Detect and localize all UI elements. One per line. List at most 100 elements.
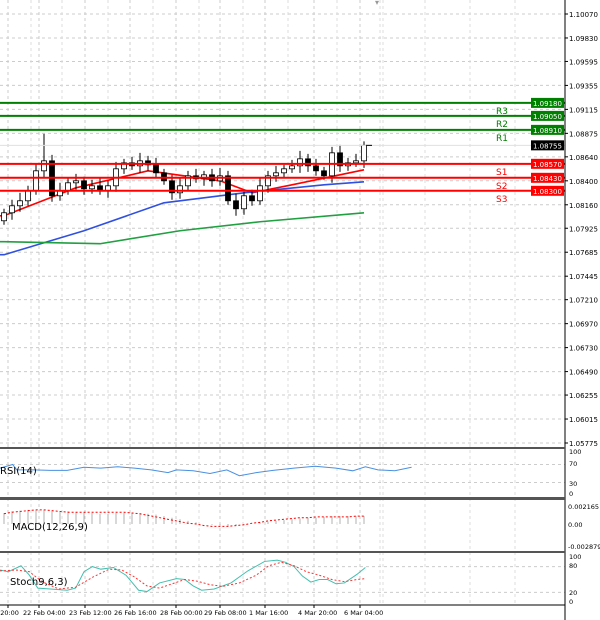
time-tick-label: 23 Feb 12:00	[69, 609, 112, 617]
level-label-s3: S3	[496, 195, 507, 205]
macd-signal-line	[3, 509, 364, 527]
price-tick-label: 1.07685	[569, 249, 598, 257]
current-price-label: 1.08755	[533, 142, 562, 150]
candle-bull	[281, 168, 287, 174]
scroll-marker: ▾	[375, 0, 379, 7]
level-price-label: 1.08430	[533, 175, 562, 183]
price-tick-label: 1.07925	[569, 225, 598, 233]
stoch-signal-line	[0, 561, 366, 590]
candle-bull	[289, 165, 295, 170]
level-price-badge	[531, 97, 564, 108]
time-tick-label: 6 Mar 04:00	[344, 609, 383, 617]
macd-tick-label: -0.002879	[568, 543, 600, 551]
candle-bull	[1, 212, 7, 222]
candle-bear	[321, 170, 327, 177]
time-tick-label: 22 Feb 04:00	[23, 609, 66, 617]
level-price-label: 1.08300	[533, 188, 562, 196]
time-tick-label: 28 Feb 00:00	[160, 609, 203, 617]
rsi-line	[0, 463, 412, 477]
candle-bear	[169, 180, 175, 194]
price-tick-label: 1.09830	[569, 35, 598, 43]
candle-bear	[81, 180, 87, 190]
candle-bear	[313, 165, 319, 172]
candle-bull	[185, 175, 191, 187]
candle-bear	[249, 195, 255, 202]
grid	[0, 0, 565, 605]
candle-bull	[297, 158, 303, 167]
price-tick-label: 1.07210	[569, 297, 598, 305]
candle-bull	[265, 175, 271, 187]
candle-bull	[41, 160, 47, 172]
level-label-s1: S1	[496, 168, 507, 178]
candle-bear	[233, 200, 239, 210]
candle-bull	[9, 205, 15, 214]
moving-average-line-2	[0, 211, 365, 245]
candle-bear	[225, 175, 231, 202]
stoch-label: Stoch9,6,3)	[10, 577, 68, 588]
candle-bull	[241, 195, 247, 210]
level-price-label: 1.08570	[533, 161, 562, 169]
macd-tick-label: 0.002165	[568, 503, 599, 511]
level-price-badge	[531, 172, 564, 183]
level-price-badge	[531, 124, 564, 135]
rsi-tick-label: 30	[569, 480, 577, 488]
stoch-tick-label: 100	[569, 553, 581, 561]
candle-bull	[273, 172, 279, 177]
panel-separator	[0, 551, 565, 553]
time-tick-label: 29 Feb 08:00	[204, 609, 247, 617]
level-price-label: 1.08910	[533, 127, 562, 135]
level-label-r3: R3	[496, 107, 508, 117]
level-label-s2: S2	[496, 182, 507, 192]
candle-bull	[257, 185, 263, 202]
level-label-r2: R2	[496, 120, 508, 130]
pivot-levels: R3 1.09180 R2 1.09050 R1 1.08910 S1 1.08570 S2 1.…	[0, 97, 565, 205]
current-price-badge	[531, 140, 564, 151]
panel-separator	[0, 497, 565, 500]
rsi-tick-label: 100	[569, 448, 581, 456]
rsi-label: RSI(14)	[0, 466, 37, 477]
rsi-tick-label: 70	[569, 460, 577, 468]
price-tick-label: 1.08400	[569, 178, 598, 186]
macd-tick-label: 0.00	[568, 521, 582, 529]
time-tick-label: 26 Feb 16:00	[114, 609, 157, 617]
stoch-tick-label: 20	[569, 589, 577, 597]
indicators: RSI(14) 100 70 30 0 MACD(12,26,9) 0.002165 0.00…	[0, 448, 600, 606]
moving-averages	[0, 169, 365, 256]
candle-bull	[353, 160, 359, 164]
price-tick-label: 1.07445	[569, 273, 598, 281]
candle-bear	[305, 158, 311, 167]
price-tick-label: 1.08875	[569, 130, 598, 138]
time-tick-label: 1 Mar 16:00	[249, 609, 288, 617]
price-tick-label: 1.06730	[569, 345, 598, 353]
candle-bull	[177, 185, 183, 194]
stoch-tick-label: 80	[569, 562, 577, 570]
candle-bull	[65, 182, 71, 192]
candle-bull	[361, 144, 367, 162]
level-label-r1: R1	[496, 134, 508, 144]
level-price-badge	[531, 185, 564, 196]
price-tick-label: 1.09595	[569, 58, 598, 66]
price-tick-label: 1.08160	[569, 202, 598, 210]
level-price-label: 1.09180	[533, 100, 562, 108]
time-tick-label: 4 Mar 20:00	[298, 609, 337, 617]
macd-label: MACD(12,26,9)	[12, 522, 88, 533]
price-tick-label: 1.06255	[569, 392, 598, 400]
price-tick-label: 1.05775	[569, 440, 598, 448]
panel-separator	[0, 447, 565, 449]
candles	[1, 133, 367, 225]
level-price-badge	[531, 110, 564, 121]
price-tick-label: 1.10070	[569, 11, 598, 19]
candle-bull	[17, 200, 23, 207]
candle-bull	[73, 180, 79, 184]
price-tick-label: 1.06970	[569, 321, 598, 329]
moving-average-line-0	[0, 169, 365, 217]
price-tick-label: 1.06490	[569, 369, 598, 377]
rsi-tick-label: 0	[569, 490, 573, 498]
candle-bull	[89, 185, 95, 190]
stoch-tick-label: 0	[569, 598, 573, 606]
price-tick-label: 1.09115	[569, 106, 598, 114]
candle-bull	[25, 190, 31, 202]
candle-bear	[337, 152, 343, 167]
